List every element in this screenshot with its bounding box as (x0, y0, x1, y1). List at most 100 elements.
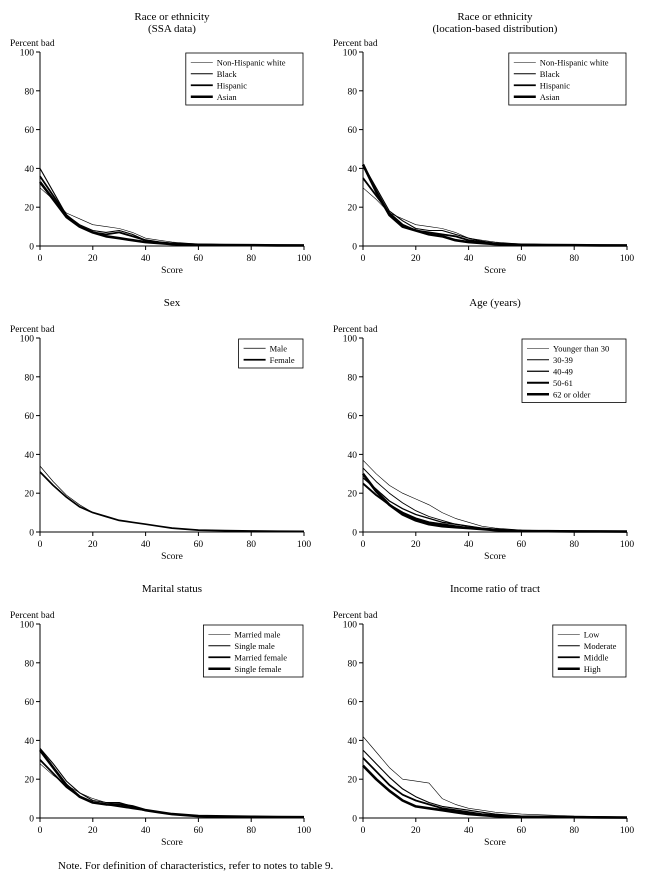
x-axis-label: Score (161, 838, 183, 848)
chart-title: Race or ethnicity (457, 11, 533, 23)
series-line (39, 763, 305, 818)
legend-label: 30-39 (553, 355, 573, 365)
chart-title: Income ratio of tract (449, 583, 539, 595)
y-tick-label: 60 (347, 412, 357, 422)
y-tick-label: 20 (25, 776, 35, 786)
y-tick-label: 100 (342, 49, 357, 59)
y-tick-label: 40 (347, 165, 357, 175)
y-tick-label: 60 (25, 126, 35, 136)
x-tick-label: 60 (516, 826, 526, 836)
series-line (362, 164, 627, 246)
x-tick-label: 80 (246, 540, 256, 550)
legend-label: 50-61 (553, 378, 573, 388)
x-tick-label: 80 (569, 254, 579, 264)
figure-sex: Sex Percent bad 0 20 40 60 80 100 0 20 40 60 80 100 Sc… (0, 292, 322, 564)
series-line (361, 177, 627, 247)
x-tick-label: 0 (38, 540, 43, 550)
legend-label: Non-Hispanic white (217, 57, 286, 67)
chart-title: (SSA data) (148, 23, 196, 35)
y-tick-label: 60 (25, 698, 35, 708)
y-tick-label: 0 (29, 243, 34, 253)
y-tick-label: 20 (25, 490, 35, 500)
x-tick-label: 80 (246, 254, 256, 264)
y-axis-label: Percent bad (333, 611, 378, 621)
chart-title: Race or ethnicity (134, 11, 210, 23)
series-line (39, 175, 305, 247)
legend-label: 62 or older (553, 389, 590, 399)
x-tick-label: 0 (360, 540, 365, 550)
chart-age: Age (years) Percent bad 0 20 40 60 80 100 0 20 40 6… (333, 297, 634, 562)
figure-marital-status: Marital status Percent bad 0 20 40 60 80 100 0 20… (0, 578, 322, 850)
legend-label: Single female (234, 664, 281, 674)
chart-title: (location-based distribution) (432, 23, 557, 35)
legend-label: Asian (539, 92, 560, 102)
x-tick-label: 20 (411, 254, 421, 264)
y-tick-label: 20 (347, 490, 357, 500)
chart-marital-status: Marital status Percent bad 0 20 40 60 80 100 0 20… (10, 583, 312, 848)
series-line (362, 459, 627, 532)
series-line (362, 749, 627, 818)
series-line (361, 473, 627, 533)
legend-label: Black (217, 69, 238, 79)
x-tick-label: 60 (516, 254, 526, 264)
legend-label: Younger than 30 (553, 343, 609, 353)
y-tick-label: 60 (347, 126, 357, 136)
legend-label: Hispanic (539, 80, 569, 90)
x-tick-label: 20 (411, 826, 421, 836)
legend-box (238, 338, 304, 369)
series-line (39, 187, 305, 246)
legend-label: Single male (234, 641, 275, 651)
series-line (361, 163, 627, 247)
series-line (361, 764, 627, 819)
legend-label: Low (583, 629, 599, 639)
x-tick-label: 60 (194, 826, 204, 836)
series-line (362, 736, 627, 818)
chart-income-ratio: Income ratio of tract Percent bad 0 20 40 60 8… (333, 583, 634, 848)
series-line (362, 467, 627, 532)
x-tick-label: 40 (141, 826, 151, 836)
x-tick-label: 20 (411, 540, 421, 550)
chart-title: Age (years) (469, 297, 521, 309)
x-tick-label: 100 (297, 540, 312, 550)
y-tick-label: 40 (25, 451, 35, 461)
y-tick-label: 20 (25, 204, 35, 214)
x-tick-label: 100 (619, 540, 634, 550)
legend-label: Female (270, 355, 295, 365)
x-axis-label: Score (161, 552, 183, 562)
x-tick-label: 80 (569, 826, 579, 836)
legend-label: Married male (234, 629, 280, 639)
legend-label: High (583, 664, 601, 674)
chart-title: Marital status (142, 583, 202, 595)
x-tick-label: 40 (463, 254, 473, 264)
x-tick-label: 40 (463, 826, 473, 836)
chart-race-ssa: Race or ethnicity(SSA data) Percent bad 0 2… (10, 11, 312, 276)
series-line (39, 759, 305, 819)
x-tick-label: 40 (141, 540, 151, 550)
series-line (361, 482, 627, 533)
y-tick-label: 100 (20, 335, 35, 345)
x-tick-label: 0 (360, 254, 365, 264)
y-tick-label: 100 (20, 621, 35, 631)
chart-title: Sex (164, 297, 181, 309)
figure-race-location: Race or ethnicity (location-based distrib… (322, 6, 645, 278)
y-tick-label: 80 (347, 659, 357, 669)
x-tick-label: 60 (516, 540, 526, 550)
y-tick-label: 0 (352, 815, 357, 825)
y-tick-label: 20 (347, 776, 357, 786)
legend-label: Middle (583, 652, 608, 662)
legend-label: Male (270, 343, 288, 353)
y-tick-label: 0 (29, 529, 34, 539)
y-tick-label: 100 (20, 49, 35, 59)
x-tick-label: 100 (297, 254, 312, 264)
x-tick-label: 0 (38, 826, 43, 836)
x-tick-label: 60 (194, 540, 204, 550)
chart-race-location: Race or ethnicity(location-based distrib… (333, 11, 634, 276)
legend-label: Non-Hispanic white (539, 57, 608, 67)
x-tick-label: 100 (297, 826, 312, 836)
series-line (39, 747, 305, 818)
y-tick-label: 60 (347, 698, 357, 708)
x-axis-label: Score (161, 266, 183, 276)
x-tick-label: 100 (619, 254, 634, 264)
y-tick-label: 60 (25, 412, 35, 422)
